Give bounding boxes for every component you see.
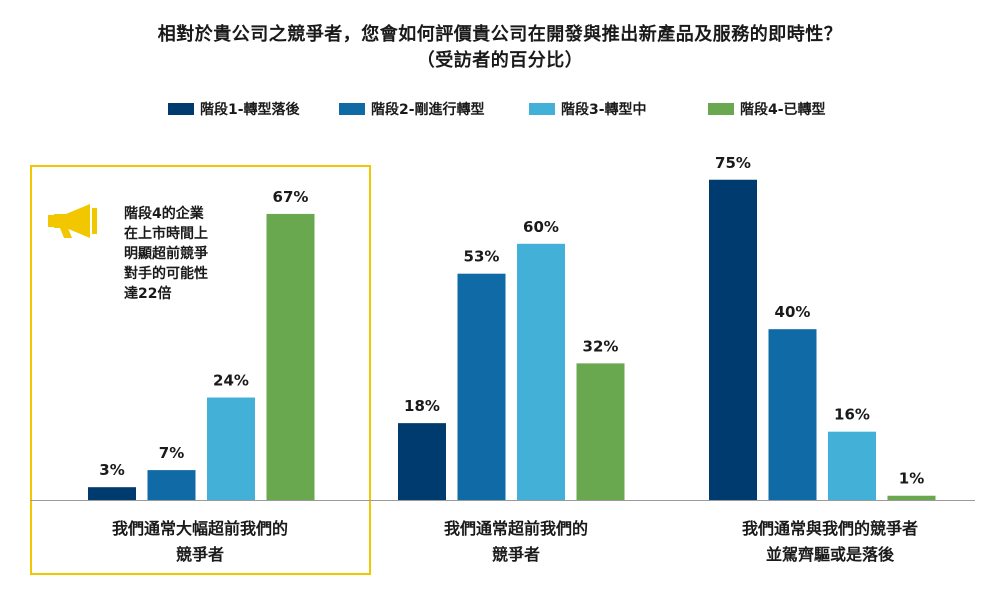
category-label: 我們通常大幅超前我們的 競爭者	[111, 519, 288, 564]
legend-item: 階段2-剛進行轉型	[339, 98, 485, 120]
category-label: 我們通常與我們的競爭者 並駕齊驅或是落後	[741, 519, 918, 564]
bar-value-label: 40%	[775, 303, 811, 321]
bar	[207, 397, 255, 500]
bar	[887, 495, 936, 500]
legend-label: 階段1-轉型落後	[200, 102, 300, 118]
legend-swatch	[708, 103, 734, 115]
bar	[88, 487, 136, 500]
bar-value-label: 3%	[99, 461, 124, 479]
bar	[709, 179, 757, 500]
callout-text: 階段4的企業 在上市時間上 明顯超前競爭 對手的可能性 達22倍	[124, 206, 208, 302]
bar-value-label: 67%	[273, 188, 309, 206]
legend-label: 階段4-已轉型	[740, 102, 826, 118]
legend-swatch	[529, 103, 555, 115]
bar-value-label: 60%	[523, 218, 559, 236]
bar	[576, 363, 625, 500]
bar-value-label: 24%	[213, 372, 249, 390]
bar	[828, 431, 876, 500]
highlight-box	[30, 165, 371, 575]
bar-value-label: 32%	[583, 337, 619, 355]
legend-label: 階段3-轉型中	[561, 102, 647, 118]
legend-item: 階段3-轉型中	[529, 98, 647, 120]
bar-value-label: 75%	[715, 154, 751, 172]
megaphone-icon	[48, 204, 97, 238]
legend-item: 階段4-已轉型	[708, 98, 826, 120]
legend-item: 階段1-轉型落後	[168, 98, 300, 120]
legend: 階段1-轉型落後 階段2-剛進行轉型 階段3-轉型中 階段4-已轉型	[0, 98, 1000, 122]
bar	[398, 423, 446, 500]
bar-value-label: 53%	[464, 248, 500, 266]
category-label: 我們通常超前我們的 競爭者	[443, 519, 588, 564]
bar-value-label: 16%	[834, 406, 870, 424]
bar-value-label: 7%	[159, 444, 184, 462]
bar-value-label: 18%	[404, 397, 440, 415]
legend-swatch	[339, 103, 365, 115]
bar	[147, 470, 196, 500]
bar	[517, 243, 565, 501]
legend-label: 階段2-剛進行轉型	[371, 102, 485, 118]
legend-swatch	[168, 103, 194, 115]
bar	[266, 213, 315, 500]
bar-value-label: 1%	[899, 470, 924, 488]
bar	[768, 329, 817, 500]
chart-subtitle: （受訪者的百分比）	[416, 50, 584, 71]
chart-title: 相對於貴公司之競爭者，您會如何評價貴公司在開發與推出新產品及服務的即時性？	[157, 24, 843, 45]
bar	[457, 273, 506, 500]
